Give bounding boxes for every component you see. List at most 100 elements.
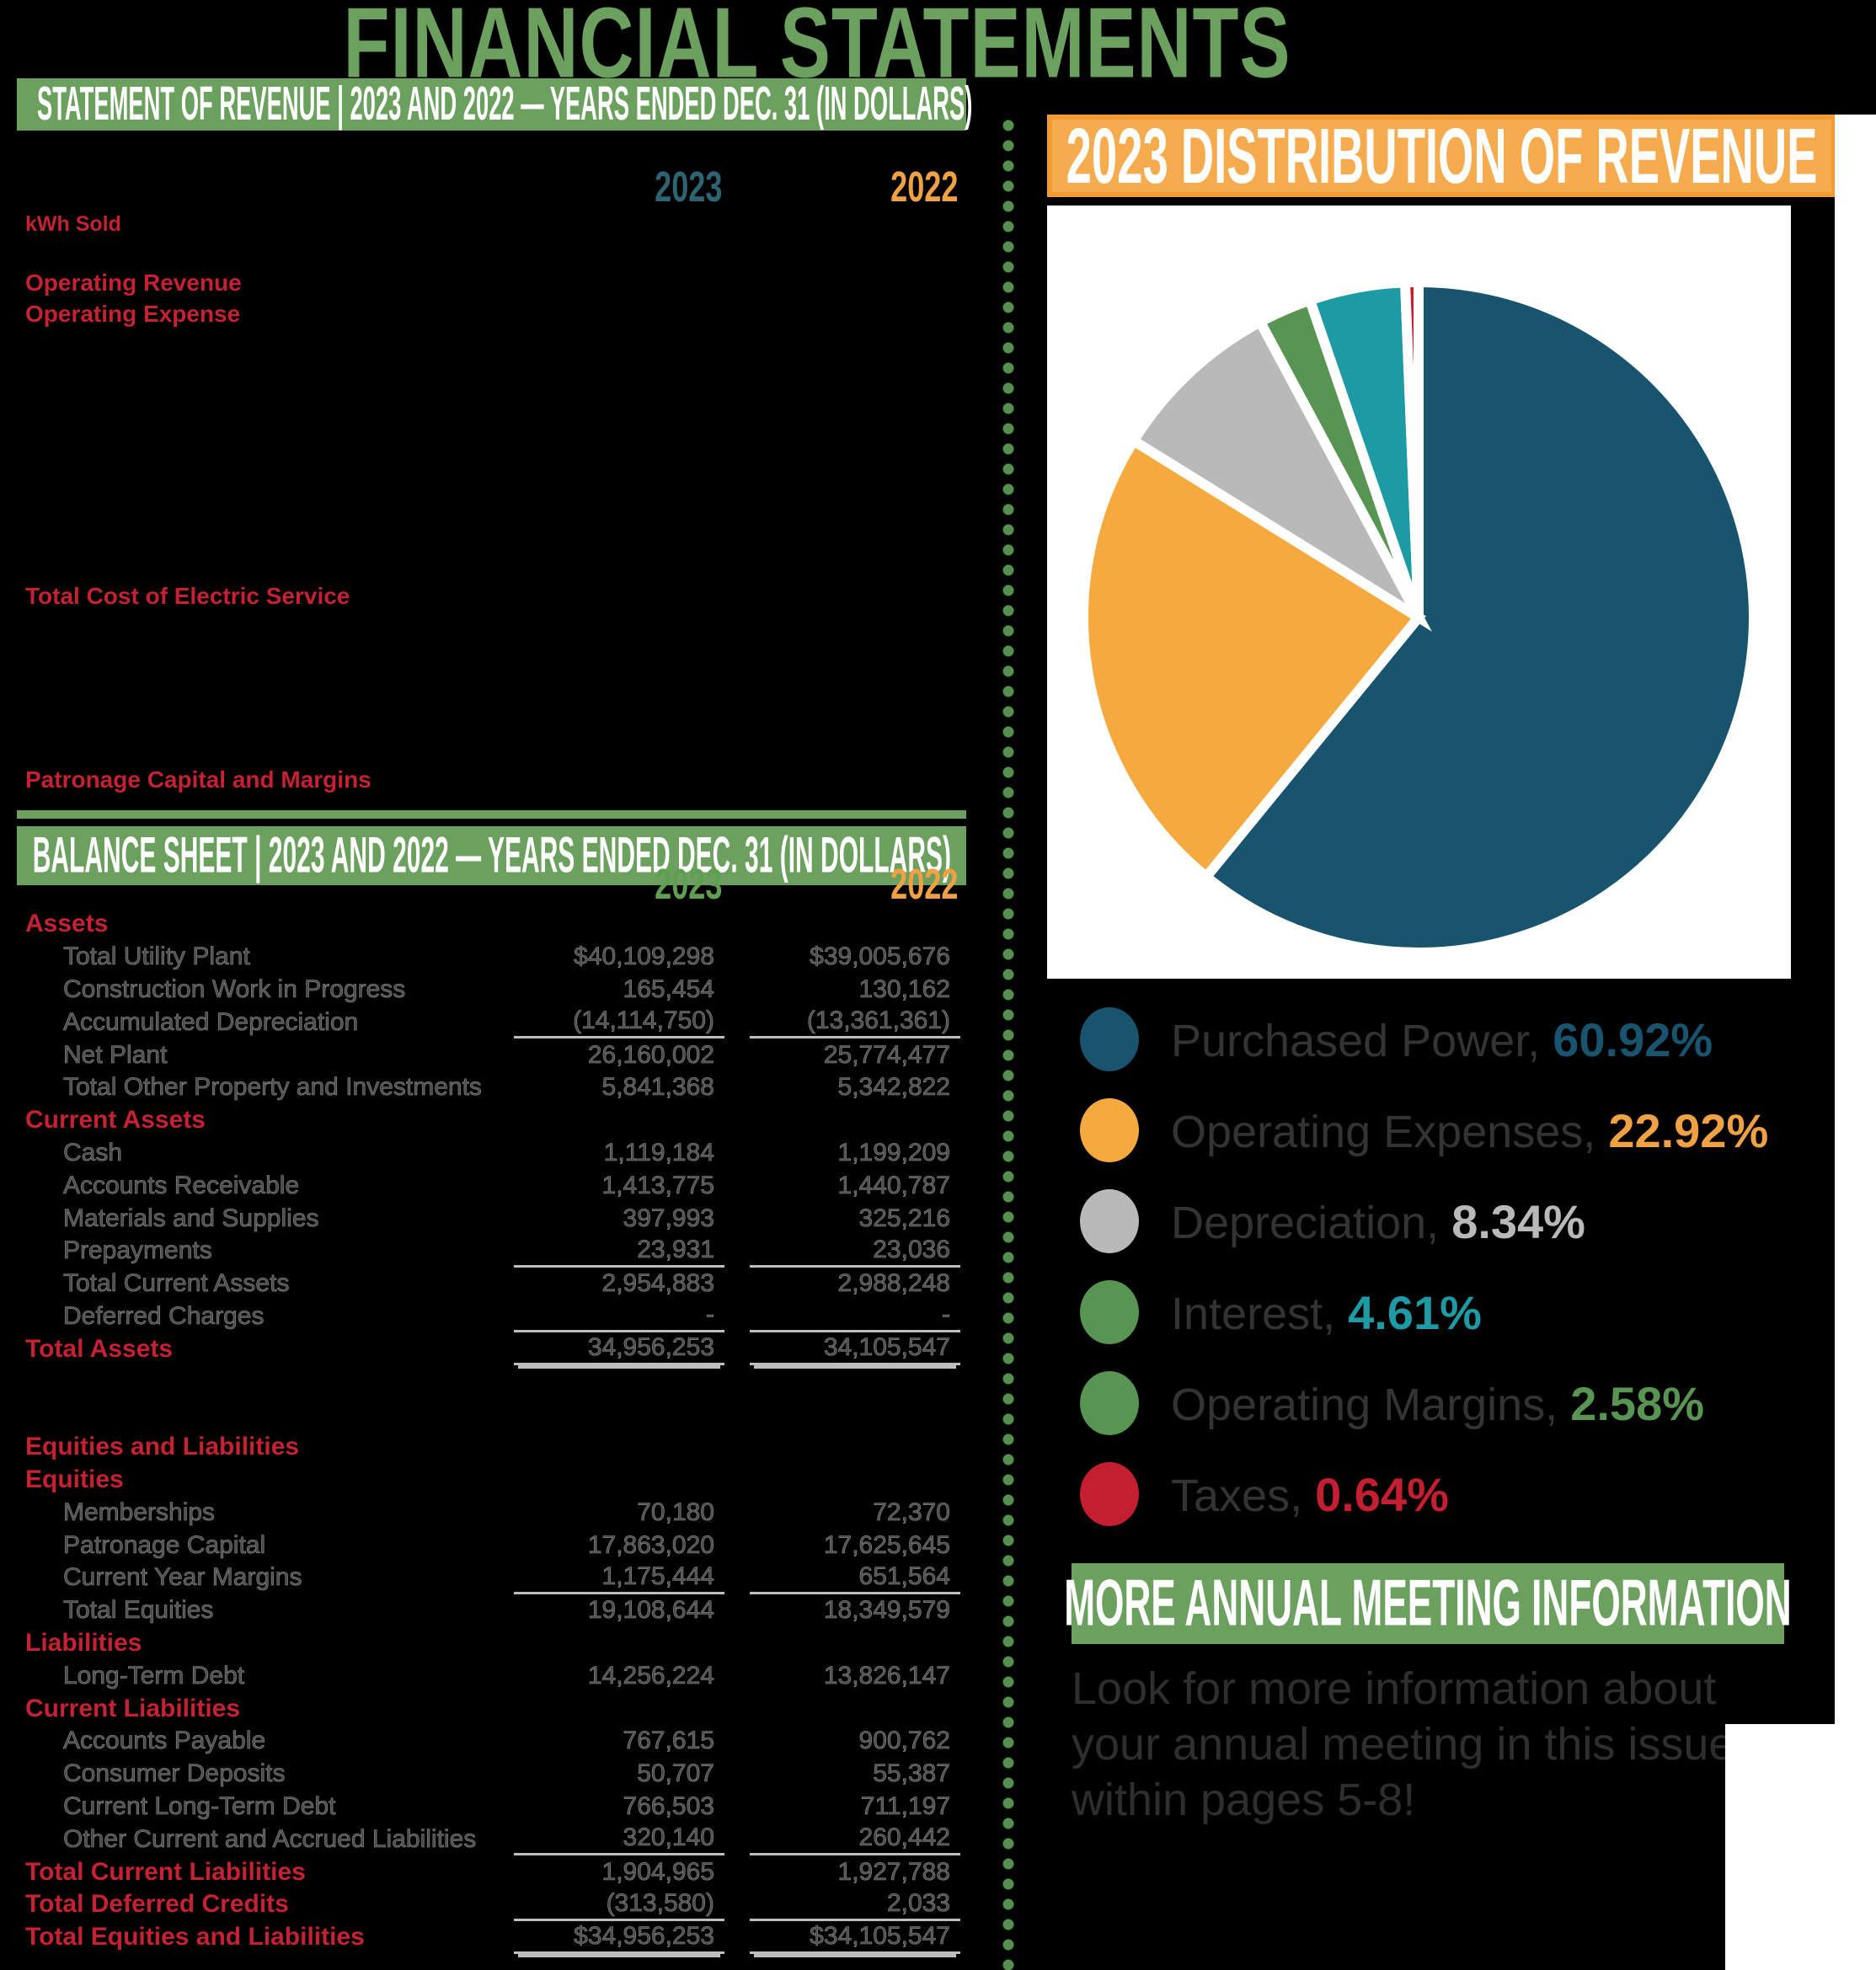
- row-value-2023: 23,931: [514, 1235, 724, 1268]
- table-row: Total Equities 19,108,644 18,349,579: [17, 1594, 966, 1627]
- row-label-total-cost-of-electric-service: Total Cost of Electric Service: [25, 583, 350, 609]
- table-row: [17, 1398, 966, 1431]
- annual-meeting-text-line: your annual meeting in this issue: [1072, 1719, 1734, 1770]
- annual-meeting-header-text: MORE ANNUAL MEETING INFORMATION: [1064, 1567, 1792, 1641]
- row-value-2023: 14,256,224: [587, 1661, 715, 1690]
- pie-slice-operating-expenses: [1078, 434, 1426, 884]
- row-value-2022: 711,197: [860, 1791, 950, 1821]
- row-value-2022: [750, 1464, 960, 1497]
- row-value-2023: 1,904,965: [601, 1857, 714, 1886]
- legend-dot-icon: [1080, 1280, 1139, 1344]
- row-label: Cash: [63, 1138, 123, 1167]
- row-value-2023: [514, 908, 724, 941]
- table-row: Current Year Margins 1,175,444 651,564: [17, 1562, 966, 1594]
- table-row: Current Long-Term Debt 766,503 711,197: [17, 1791, 966, 1823]
- column-gutter: [724, 1496, 750, 1529]
- balance-sheet-header-text: BALANCE SHEET | 2023 AND 2022 — YEARS EN…: [32, 827, 951, 884]
- legend-item: Operating Expenses, 22.92%: [1048, 1085, 1876, 1176]
- row-label: Patronage Capital: [63, 1530, 266, 1559]
- row-value-2022: 34,105,547: [750, 1332, 960, 1366]
- row-value-2023: 5,841,368: [601, 1073, 714, 1102]
- column-gutter: [724, 1562, 750, 1594]
- column-gutter: [724, 1268, 750, 1300]
- legend-value: 22.92%: [1608, 1103, 1769, 1157]
- row-value-2023: (313,580): [514, 1888, 724, 1921]
- row-value-2023: 165,454: [623, 974, 714, 1004]
- page-title: FINANCIAL STATEMENTS: [0, 0, 1634, 99]
- row-label: Assets: [25, 910, 109, 938]
- table-row: Memberships 70,180 72,370: [17, 1496, 966, 1529]
- table-row: Construction Work in Progress 165,454 130,…: [17, 974, 966, 1006]
- legend-dot-icon: [1080, 1007, 1139, 1071]
- row-label-operating-revenue: Operating Revenue: [25, 270, 242, 296]
- row-label: Current Assets: [25, 1106, 206, 1134]
- row-value-2023: 320,140: [514, 1823, 724, 1856]
- row-label: Other Current and Accrued Liabilities: [63, 1824, 477, 1853]
- statement-of-revenue-header-bar: STATEMENT OF REVENUE | 2023 AND 2022 — Y…: [17, 77, 972, 131]
- row-value-2023: [514, 1431, 724, 1464]
- legend-dot-icon: [1080, 1098, 1139, 1162]
- row-value-2022: 130,162: [858, 974, 950, 1004]
- table-row: Cash 1,119,184 1,199,209: [17, 1137, 966, 1170]
- balance-2022-label: 2022: [890, 860, 959, 909]
- row-value-2022: 72,370: [873, 1498, 950, 1526]
- row-value-2022: $34,105,547: [750, 1921, 960, 1954]
- table-row: Materials and Supplies 397,993 325,216: [17, 1202, 966, 1235]
- column-gutter: [724, 1627, 750, 1660]
- row-label: Construction Work in Progress: [63, 974, 406, 1004]
- row-value-2023: 767,615: [623, 1727, 714, 1755]
- row-label: Consumer Deposits: [63, 1759, 286, 1788]
- row-value-2022: -: [750, 1300, 960, 1333]
- row-value-2022: (13,361,361): [750, 1006, 960, 1039]
- column-gutter: [724, 1529, 750, 1562]
- row-label-patronage-capital-and-margins: Patronage Capital and Margins: [25, 766, 371, 793]
- table-row: Net Plant 26,160,002 25,774,477: [17, 1038, 966, 1071]
- row-value-2023: 50,707: [637, 1759, 714, 1788]
- row-label: Materials and Supplies: [63, 1204, 319, 1232]
- row-label: Total Assets: [25, 1334, 174, 1363]
- pie-slice-taxes: [1399, 276, 1424, 618]
- column-gutter: [724, 1071, 750, 1104]
- row-value-2022: 2,988,248: [837, 1269, 950, 1298]
- column-gutter: [724, 1169, 750, 1202]
- dotted-divider-line: [1002, 120, 1014, 1970]
- column-gutter: [724, 1332, 750, 1365]
- column-gutter: [724, 974, 750, 1006]
- row-value-2023: [514, 1464, 724, 1497]
- column-gutter: [724, 1464, 750, 1497]
- table-row: Current Liabilities: [17, 1692, 966, 1725]
- distribution-of-revenue-header-bar: 2023 DISTRIBUTION OF REVENUE: [1047, 112, 1836, 200]
- revenue-2023-label: 2023: [655, 163, 723, 211]
- legend-value: 0.64%: [1315, 1467, 1449, 1521]
- row-value-2023: [514, 1104, 724, 1137]
- table-row: Current Assets: [17, 1104, 966, 1137]
- row-value-2023: [514, 1627, 724, 1660]
- row-value-2022: 23,036: [750, 1235, 960, 1268]
- revenue-column-header-2023: 2023: [514, 163, 773, 211]
- table-row: Equities and Liabilities: [17, 1431, 966, 1464]
- column-gutter: [724, 1692, 750, 1725]
- row-value-2023: 34,956,253: [514, 1332, 724, 1366]
- row-label: Total Current Assets: [63, 1269, 290, 1298]
- table-row: Total Current Liabilities 1,904,965 1,927,…: [17, 1855, 966, 1888]
- table-row: Liabilities: [17, 1627, 966, 1660]
- row-value-2023: 397,993: [623, 1204, 714, 1232]
- legend-label: Purchased Power, 60.92%: [1171, 1012, 1713, 1066]
- row-value-2023: $40,109,298: [574, 942, 714, 971]
- row-value-2023: $34,956,253: [514, 1921, 724, 1954]
- legend-value: 8.34%: [1451, 1194, 1585, 1248]
- row-label: Current Long-Term Debt: [63, 1791, 336, 1821]
- balance-column-header-2023: 2023: [514, 861, 738, 909]
- row-value-2023: -: [514, 1300, 724, 1333]
- row-value-2022: 55,387: [873, 1759, 950, 1788]
- column-gutter: [724, 1202, 750, 1235]
- pie-legend: Purchased Power, 60.92% Operating Expense…: [1048, 994, 1876, 1540]
- column-gutter: [724, 1659, 750, 1692]
- row-value-2023: (14,114,750): [514, 1006, 724, 1039]
- legend-dot-icon: [1080, 1462, 1139, 1526]
- row-value-2022: 18,349,579: [823, 1596, 951, 1625]
- row-label: Liabilities: [25, 1628, 142, 1657]
- row-label: Total Other Property and Investments: [63, 1073, 483, 1102]
- column-gutter: [724, 1104, 750, 1137]
